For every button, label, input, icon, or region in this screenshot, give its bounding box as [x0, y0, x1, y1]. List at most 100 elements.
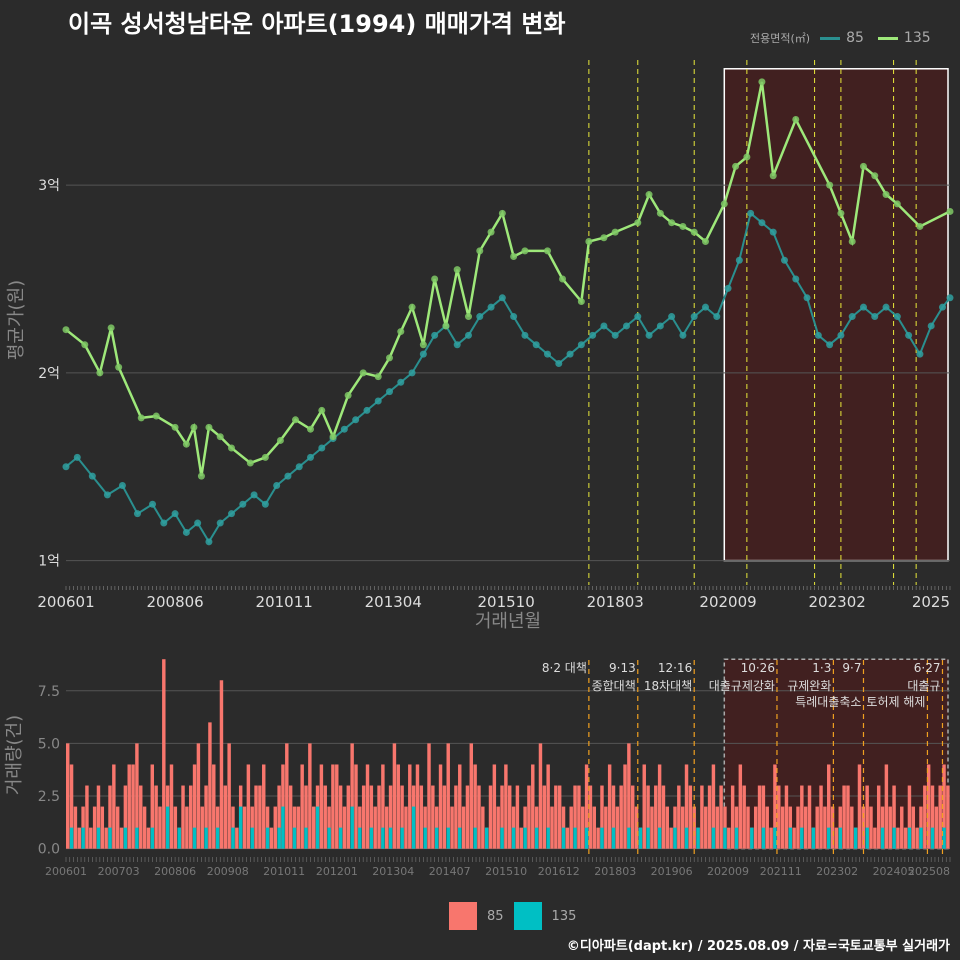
bar-85: [469, 743, 474, 849]
bottom-y-tick-label: 0.0: [38, 842, 60, 858]
bar-85: [515, 785, 520, 849]
policy-label-name: 대출규: [907, 679, 940, 693]
bar-85: [884, 764, 889, 849]
data-point-135: [261, 453, 269, 461]
bar-135: [177, 827, 181, 849]
bar-85: [262, 764, 266, 849]
data-point-135: [476, 247, 484, 255]
bar-85: [942, 764, 946, 849]
bar-85: [242, 806, 247, 849]
legend-box-135: [513, 902, 542, 930]
bar-85: [269, 827, 274, 849]
bar-85: [112, 764, 116, 849]
bar-135: [880, 827, 885, 849]
bar-85: [557, 785, 562, 849]
data-point-85: [182, 528, 190, 536]
bar-85: [546, 764, 550, 849]
data-point-135: [859, 162, 867, 170]
bar-85: [373, 806, 377, 849]
bar-85: [69, 764, 74, 849]
data-point-135: [465, 313, 473, 321]
bar-135: [473, 827, 477, 849]
bar-85: [711, 764, 716, 849]
data-point-85: [88, 472, 96, 480]
legend-box-85: [449, 902, 477, 930]
bar-85: [311, 806, 316, 849]
data-point-135: [946, 207, 954, 215]
bar-85: [911, 806, 916, 849]
data-point-85: [735, 256, 743, 264]
data-point-135: [743, 153, 751, 161]
bar-85: [738, 764, 743, 849]
data-point-85: [295, 463, 303, 471]
bar-135: [638, 827, 643, 849]
bar-85: [857, 764, 862, 849]
data-point-135: [374, 373, 382, 381]
bar-85: [135, 743, 139, 849]
data-point-135: [848, 237, 856, 245]
data-point-135: [585, 237, 593, 245]
bar-85: [715, 806, 719, 849]
bottom-x-tick-label: 202405: [873, 865, 915, 878]
data-point-135: [668, 219, 676, 227]
bottom-x-tick-label: 200703: [98, 865, 140, 878]
data-point-85: [543, 350, 551, 358]
data-point-135: [600, 234, 608, 242]
bar-85: [519, 827, 523, 849]
legend-swatch-85: [820, 36, 841, 40]
bar-85: [477, 785, 481, 849]
data-point-85: [837, 331, 845, 339]
data-point-85: [600, 322, 608, 330]
data-point-135: [115, 363, 123, 371]
bottom-y-tick-label: 2.5: [38, 789, 60, 805]
bar-85: [704, 806, 708, 849]
bar-85: [208, 722, 212, 849]
bar-85: [162, 659, 166, 849]
data-point-135: [397, 328, 405, 336]
bar-85: [431, 785, 435, 849]
legend-bottom-label-85: 85: [487, 908, 504, 924]
bar-85: [619, 785, 623, 849]
data-point-135: [228, 444, 236, 452]
bottom-legend: 85 135: [449, 902, 586, 930]
bar-85: [677, 785, 681, 849]
policy-label-date: 12·16: [658, 661, 692, 675]
data-point-85: [916, 350, 924, 358]
bottom-y-tick-label: 7.5: [38, 684, 60, 700]
bar-135: [500, 827, 504, 849]
data-point-85: [374, 397, 382, 405]
data-point-85: [273, 482, 281, 490]
data-point-85: [577, 341, 585, 349]
data-point-135: [344, 391, 352, 399]
bar-85: [634, 806, 639, 849]
top-x-axis-title: 거래년월: [475, 611, 541, 632]
bar-85: [438, 764, 443, 849]
data-point-135: [329, 433, 337, 441]
data-point-85: [453, 341, 461, 349]
bar-135: [907, 827, 912, 849]
data-point-135: [81, 341, 89, 349]
bar-85: [800, 785, 804, 849]
bar-85: [142, 806, 147, 849]
data-point-85: [149, 500, 157, 508]
bar-85: [896, 827, 900, 849]
data-point-135: [732, 162, 740, 170]
bar-85: [646, 785, 650, 849]
bar-85: [100, 806, 105, 849]
bar-135: [327, 827, 331, 849]
bar-135: [546, 827, 550, 849]
data-point-85: [160, 519, 168, 527]
data-point-85: [465, 331, 473, 339]
data-point-85: [431, 331, 439, 339]
bar-85: [761, 785, 766, 849]
top-x-tick-label: 201510: [477, 593, 534, 611]
bar-85: [680, 806, 685, 849]
data-point-85: [622, 322, 630, 330]
data-point-135: [190, 423, 198, 431]
bar-135: [350, 806, 354, 849]
bar-85: [308, 743, 312, 849]
data-point-135: [307, 425, 315, 433]
data-point-85: [555, 359, 563, 367]
bar-135: [388, 827, 393, 849]
policy-label-name: 규제완화: [787, 679, 831, 693]
